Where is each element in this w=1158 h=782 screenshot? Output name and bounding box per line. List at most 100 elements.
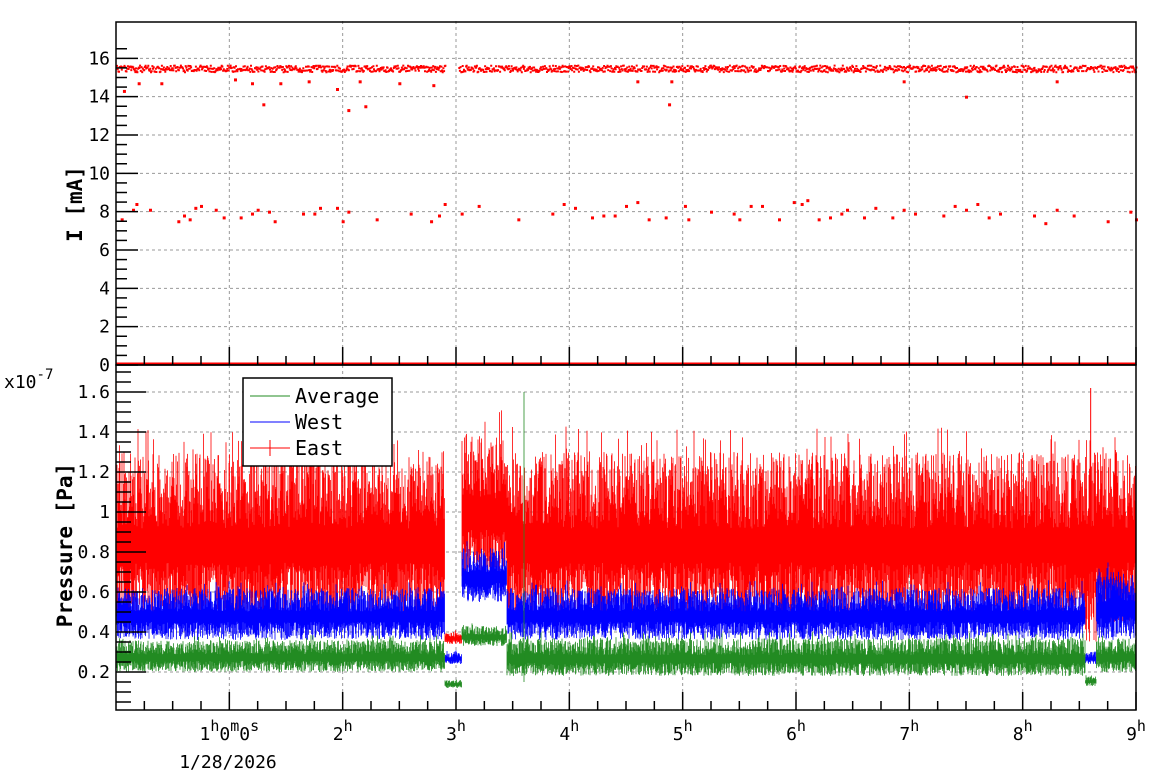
x-tick-label: 3h: [446, 717, 466, 745]
current-point: [194, 206, 198, 210]
current-point: [279, 82, 283, 86]
current-point: [302, 212, 305, 216]
current-point: [874, 206, 878, 210]
current-point: [135, 203, 139, 206]
current-point: [438, 214, 441, 218]
current-point: [239, 216, 243, 220]
current-point: [574, 206, 577, 210]
pressure-series: [116, 388, 1136, 688]
y-tick-label: 1.6: [77, 382, 110, 403]
y-tick-label: 1.2: [77, 462, 110, 483]
current-point: [214, 208, 218, 212]
current-point: [636, 80, 640, 84]
current-point: [517, 218, 521, 222]
current-point: [829, 216, 832, 220]
y-tick-label: 16: [88, 48, 110, 69]
top-grid: [116, 21, 1137, 366]
current-point: [670, 80, 674, 84]
current-point: [409, 212, 413, 216]
current-point: [591, 216, 594, 220]
current-point: [336, 206, 339, 210]
x-tick-label: 1h0m0s: [200, 717, 260, 745]
current-point: [953, 204, 957, 208]
current-point: [1072, 214, 1076, 218]
current-point: [364, 105, 368, 109]
current-point: [137, 82, 141, 86]
current-point: [710, 210, 713, 214]
current-point: [1033, 214, 1036, 218]
top-frame: [115, 21, 1137, 366]
current-point: [668, 103, 672, 107]
current-point: [613, 214, 617, 218]
y-multiplier: x10-7: [4, 367, 53, 393]
current-point: [551, 212, 555, 216]
current-point: [1106, 220, 1110, 224]
current-point: [965, 208, 968, 212]
current-point: [188, 218, 192, 222]
legend: Average West East: [242, 377, 393, 467]
current-point: [636, 201, 640, 205]
x-tick-label: 5h: [673, 717, 693, 745]
current-point: [625, 204, 628, 208]
y-tick-label: 10: [88, 163, 110, 184]
current-point: [999, 212, 1002, 216]
legend-east-label: East: [295, 436, 343, 460]
current-point: [347, 210, 351, 214]
pressure-line-west: [116, 541, 1136, 664]
current-point: [347, 109, 351, 113]
current-point: [840, 212, 844, 216]
current-point: [664, 216, 668, 220]
current-point: [341, 220, 345, 224]
current-point: [749, 204, 753, 208]
y-tick-label: 0.6: [77, 582, 110, 603]
current-point: [863, 216, 866, 220]
current-point: [738, 218, 742, 222]
x-tick-label: 2h: [333, 717, 353, 745]
current-point: [477, 204, 481, 208]
current-point: [122, 89, 126, 93]
current-point: [761, 204, 764, 208]
y-tick-label: 0.2: [77, 662, 110, 683]
current-point: [251, 82, 254, 86]
y-tick-label: 12: [88, 125, 110, 146]
current-point: [336, 88, 339, 91]
current-point: [432, 84, 436, 88]
current-point: [687, 218, 691, 222]
y-tick-label: 1: [99, 502, 110, 523]
current-point: [307, 80, 311, 84]
y-tick-label: 1.4: [77, 422, 110, 443]
current-point: [562, 203, 566, 206]
y-tick-label: 4: [99, 278, 110, 299]
x-tick-label: 7h: [899, 717, 919, 745]
y-tick-label: 0.8: [77, 542, 110, 563]
current-point: [319, 206, 322, 210]
current-point: [987, 216, 991, 220]
current-point: [817, 218, 821, 222]
current-point: [268, 210, 271, 214]
axes: 0 2 4 6 8 10 12 14 16 0.2 0.4 0.6 0.8 1 1.2 1.4 1.6: [77, 21, 1137, 711]
x-tick-label: 6h: [786, 717, 806, 745]
pressure-line-east: [116, 410, 1136, 644]
current-point: [1129, 210, 1133, 214]
current-point: [160, 82, 164, 86]
current-point: [792, 201, 796, 205]
current-point: [800, 203, 804, 206]
current-point: [443, 203, 447, 206]
current-point: [375, 218, 379, 222]
current-point: [313, 212, 317, 216]
y-tick-label: 14: [88, 87, 110, 108]
current-point: [732, 212, 736, 216]
current-point: [273, 220, 277, 224]
current-point: [430, 220, 434, 224]
current-point: [1055, 208, 1059, 212]
legend-west-label: West: [295, 410, 343, 434]
current-point: [460, 212, 464, 216]
current-y-label: I [mA]: [63, 166, 87, 242]
y-tick-label: 8: [99, 202, 110, 223]
y-tick-label: 0.4: [77, 622, 110, 643]
x-tick-label: 8h: [1013, 717, 1033, 745]
current-point: [120, 218, 124, 222]
current-point: [256, 208, 260, 212]
current-point: [902, 208, 906, 212]
x-tick-label: 4h: [559, 717, 579, 745]
